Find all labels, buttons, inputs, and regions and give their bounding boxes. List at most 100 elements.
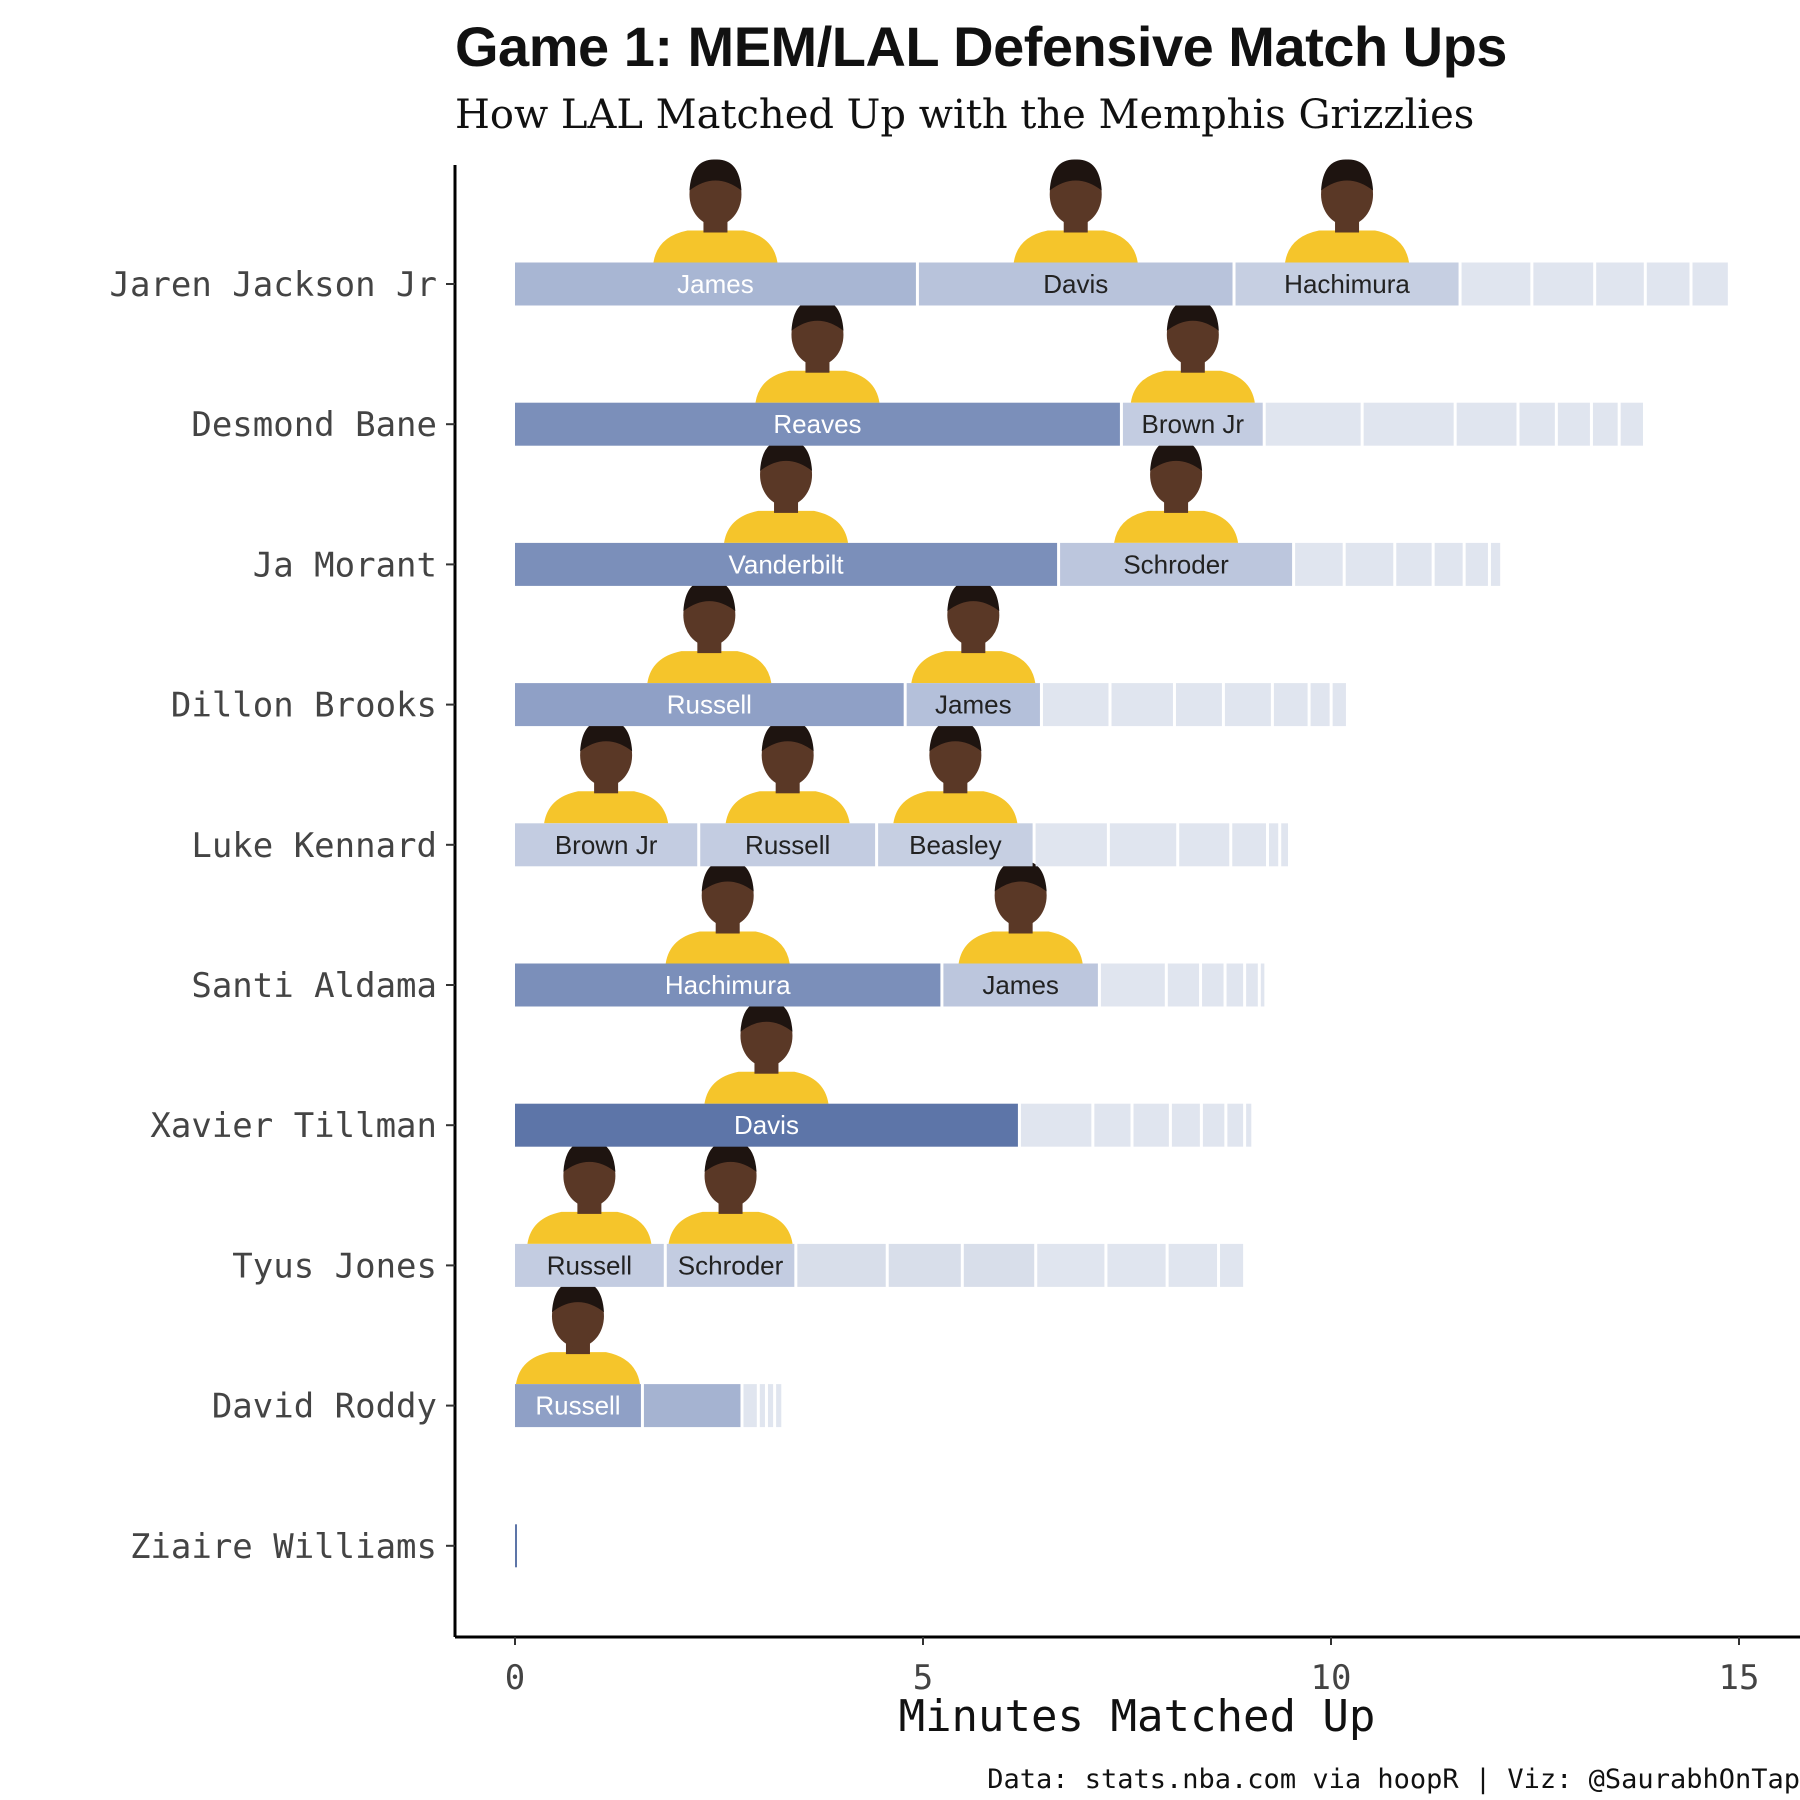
- matchup-bar-segment[interactable]: [1456, 402, 1517, 446]
- matchup-bar-segment[interactable]: [1646, 262, 1690, 306]
- matchup-bar-segment[interactable]: [515, 963, 941, 1007]
- matchup-bar-segment[interactable]: [1111, 683, 1173, 727]
- player-name-label: Santi Aldama: [191, 966, 437, 1006]
- matchup-bar-segment[interactable]: [1246, 963, 1258, 1007]
- hair-shape: [563, 1140, 616, 1172]
- matchup-bar-segment[interactable]: [1265, 402, 1361, 446]
- matchup-bar-segment[interactable]: [1122, 402, 1263, 446]
- matchup-bar-segment[interactable]: [1461, 262, 1531, 306]
- matchup-bar-segment[interactable]: [1396, 542, 1432, 586]
- matchup-bar-segment[interactable]: [1596, 262, 1644, 306]
- matchup-bar-segment[interactable]: [1202, 963, 1224, 1007]
- matchup-bar-segment[interactable]: [1273, 683, 1308, 727]
- matchup-bar-segment[interactable]: [1168, 1243, 1218, 1287]
- matchup-bar-segment[interactable]: [1557, 402, 1590, 446]
- matchup-bar-segment[interactable]: [1345, 542, 1394, 586]
- matchup-bar-segment[interactable]: [759, 1384, 765, 1428]
- player-headshot-icon: [1130, 299, 1255, 403]
- matchup-bar-segment[interactable]: [515, 262, 916, 306]
- matchup-bar-segment[interactable]: [1179, 823, 1230, 867]
- jersey-shape: [647, 651, 772, 684]
- matchup-bar-segment[interactable]: [1020, 1103, 1092, 1147]
- matchup-bar-segment[interactable]: [1235, 262, 1459, 306]
- player-headshot-icon: [958, 860, 1083, 964]
- matchup-bar-segment[interactable]: [1310, 683, 1330, 727]
- jersey-shape: [527, 1211, 652, 1244]
- matchup-bar-segment[interactable]: [1434, 542, 1463, 586]
- matchup-bar-segment[interactable]: [1490, 542, 1501, 586]
- matchup-bar-segment[interactable]: [1620, 402, 1643, 446]
- matchup-bar-segment[interactable]: [515, 1243, 664, 1287]
- matchup-bar-segment[interactable]: [797, 1243, 886, 1287]
- player-name-label: Desmond Bane: [191, 405, 437, 445]
- matchup-bar-segment[interactable]: [1295, 542, 1343, 586]
- matchup-bar-segment[interactable]: [515, 1524, 517, 1568]
- matchup-bar-segment[interactable]: [1220, 1243, 1244, 1287]
- matchup-bar-segment[interactable]: [700, 823, 876, 867]
- matchup-bar-segment[interactable]: [767, 1384, 774, 1428]
- matchup-bar-segment[interactable]: [1060, 542, 1293, 586]
- matchup-bar-segment[interactable]: [515, 1103, 1018, 1147]
- matchup-bar-segment[interactable]: [1037, 1243, 1105, 1287]
- matchup-bar-segment[interactable]: [1167, 963, 1200, 1007]
- matchup-bar-segment[interactable]: [1171, 1103, 1200, 1147]
- matchup-bar-segment[interactable]: [918, 262, 1233, 306]
- matchup-bar-segment[interactable]: [888, 1243, 961, 1287]
- matchup-bar-segment[interactable]: [1246, 1103, 1252, 1147]
- matchup-bar-segment[interactable]: [515, 1384, 641, 1428]
- matchup-bar-segment[interactable]: [1107, 1243, 1166, 1287]
- matchup-bar-segment[interactable]: [1519, 402, 1555, 446]
- matchup-bar-segment[interactable]: [1592, 402, 1618, 446]
- matchup-bar-segment[interactable]: [1533, 262, 1594, 306]
- x-tick-label: 15: [1719, 1658, 1760, 1698]
- matchup-bar-segment[interactable]: [1042, 683, 1109, 727]
- matchup-bar-segment[interactable]: [1202, 1103, 1225, 1147]
- matchup-bar-segment[interactable]: [878, 823, 1033, 867]
- matchup-defender-label: Russell: [535, 1391, 620, 1421]
- jersey-shape: [911, 651, 1036, 684]
- player-headshot-icon: [704, 1000, 829, 1104]
- matchup-bar-segment[interactable]: [1363, 402, 1454, 446]
- matchup-row: [515, 1524, 517, 1568]
- matchup-row: Reaves Brown Jr: [515, 402, 1643, 446]
- matchup-bar-segment[interactable]: [1175, 683, 1222, 727]
- matchup-bar-segment[interactable]: [776, 1384, 782, 1428]
- matchup-bar-segment[interactable]: [1260, 963, 1265, 1007]
- matchup-bar-segment[interactable]: [1332, 683, 1346, 727]
- matchup-bar-segment[interactable]: [1268, 823, 1279, 867]
- hair-shape: [760, 439, 813, 471]
- player-name-label: Tyus Jones: [232, 1246, 437, 1286]
- matchup-row: James Davis Hachimura: [515, 262, 1728, 306]
- matchup-bar-segment[interactable]: [963, 1243, 1035, 1287]
- hair-shape: [689, 159, 742, 191]
- matchup-bar-segment[interactable]: [1109, 823, 1177, 867]
- player-headshot-icon: [653, 159, 778, 263]
- matchup-bar-segment[interactable]: [515, 542, 1058, 586]
- matchup-defender-label: Davis: [1043, 269, 1108, 299]
- matchup-bar-segment[interactable]: [1226, 963, 1244, 1007]
- matchup-row: Russell: [515, 1384, 782, 1428]
- matchup-bar-segment[interactable]: [643, 1384, 741, 1428]
- matchup-bar-segment[interactable]: [1232, 823, 1266, 867]
- matchup-bar-segment[interactable]: [743, 1384, 757, 1428]
- matchup-bar-segment[interactable]: [1227, 1103, 1244, 1147]
- matchup-bar-segment[interactable]: [1100, 963, 1165, 1007]
- matchup-defender-label: James: [982, 970, 1059, 1000]
- matchup-bar-segment[interactable]: [515, 683, 904, 727]
- matchup-defender-label: James: [935, 690, 1012, 720]
- matchup-bar-segment[interactable]: [1094, 1103, 1131, 1147]
- matchup-bar-segment[interactable]: [515, 823, 698, 867]
- matchup-bar-segment[interactable]: [943, 963, 1098, 1007]
- matchup-bar-segment[interactable]: [1224, 683, 1271, 727]
- matchup-bar-segment[interactable]: [1465, 542, 1488, 586]
- matchup-bar-segment[interactable]: [1035, 823, 1107, 867]
- matchup-bar-segment[interactable]: [666, 1243, 795, 1287]
- matchup-bar-segment[interactable]: [906, 683, 1040, 727]
- player-headshot-icon: [647, 580, 772, 684]
- matchup-bar-segment[interactable]: [515, 402, 1120, 446]
- matchup-bar-segment[interactable]: [1281, 823, 1289, 867]
- matchup-bar-segment[interactable]: [1133, 1103, 1169, 1147]
- matchup-bar-segment[interactable]: [1692, 262, 1728, 306]
- hair-shape: [701, 860, 754, 892]
